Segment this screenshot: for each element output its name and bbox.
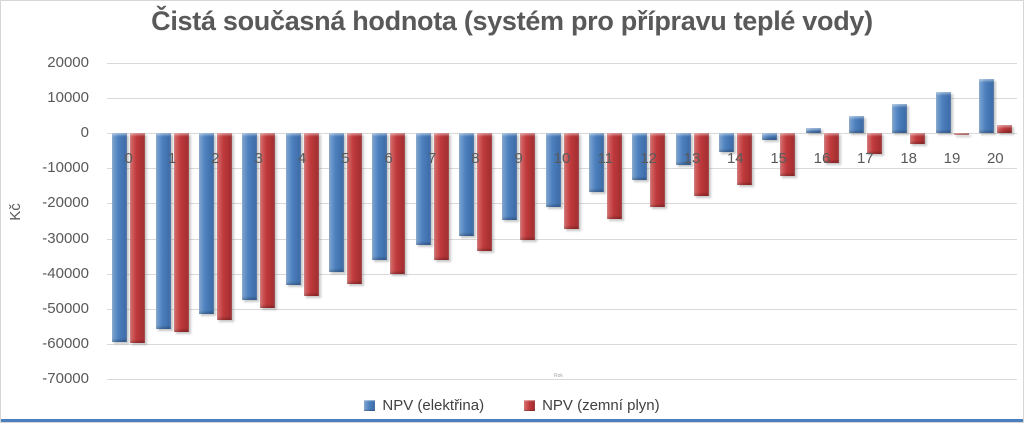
bar-zemni-plyn-year-6 xyxy=(390,132,406,275)
bar-elektrina-year-19 xyxy=(935,92,951,133)
x-tick-label-6: 6 xyxy=(384,150,393,167)
y-tick-label--20000: -20000 xyxy=(42,194,89,212)
x-tick-label-13: 13 xyxy=(683,150,701,167)
bar-elektrina-year-1 xyxy=(155,132,171,329)
bar-zemni-plyn-year-17 xyxy=(866,132,882,154)
bar-elektrina-year-10 xyxy=(545,132,561,208)
x-tick-label-11: 11 xyxy=(597,150,614,167)
x-tick-label-5: 5 xyxy=(341,150,350,167)
legend-label-elektrina: NPV (elektřina) xyxy=(382,397,485,414)
bar-zemni-plyn-year-16 xyxy=(823,132,839,164)
bar-zemni-plyn-year-13 xyxy=(693,132,709,196)
bar-zemni-plyn-year-20 xyxy=(996,124,1012,133)
y-tick-label-20000: 20000 xyxy=(47,53,89,71)
gridline--50000 xyxy=(107,308,1017,310)
bar-elektrina-year-14 xyxy=(718,132,734,153)
x-tick-label-16: 16 xyxy=(813,150,831,167)
bar-zemni-plyn-year-4 xyxy=(303,132,319,296)
bar-zemni-plyn-year-14 xyxy=(736,132,752,185)
bar-elektrina-year-4 xyxy=(285,132,301,285)
bar-elektrina-year-8 xyxy=(458,132,474,236)
bar-zemni-plyn-year-11 xyxy=(606,132,622,219)
legend-label-zemni-plyn: NPV (zemní plyn) xyxy=(542,397,660,414)
legend-item-elektrina: NPV (elektřina) xyxy=(364,397,484,414)
x-tick-label-3: 3 xyxy=(254,150,263,167)
bar-elektrina-year-12 xyxy=(632,132,648,181)
gridline--40000 xyxy=(107,273,1017,275)
gridline-0 xyxy=(107,132,1017,134)
y-tick-label--10000: -10000 xyxy=(42,159,89,177)
bar-zemni-plyn-year-5 xyxy=(346,132,362,284)
gridline--70000 xyxy=(107,379,1017,381)
gridline--20000 xyxy=(107,203,1017,205)
bar-zemni-plyn-year-3 xyxy=(260,132,276,309)
bar-elektrina-year-15 xyxy=(762,132,778,140)
x-tick-label-2: 2 xyxy=(211,150,220,167)
x-tick-label-19: 19 xyxy=(943,150,961,167)
x-tick-label-14: 14 xyxy=(726,150,744,167)
gridline--30000 xyxy=(107,238,1017,240)
bar-elektrina-year-11 xyxy=(588,132,604,193)
window-bottom-edge xyxy=(1,419,1023,422)
x-tick-label-9: 9 xyxy=(514,150,523,167)
x-tick-label-0: 0 xyxy=(124,150,133,167)
gridline--60000 xyxy=(107,344,1017,346)
y-tick-label--60000: -60000 xyxy=(42,335,89,353)
legend-swatch-zemni-plyn-icon xyxy=(524,400,536,411)
bar-elektrina-year-9 xyxy=(502,132,518,220)
bar-elektrina-year-17 xyxy=(848,116,864,133)
x-tick-label-10: 10 xyxy=(553,150,571,167)
bar-zemni-plyn-year-2 xyxy=(216,132,232,320)
chart-title: Čistá současná hodnota (systém pro přípr… xyxy=(151,6,873,36)
x-tick-label-17: 17 xyxy=(856,150,874,167)
bar-elektrina-year-0 xyxy=(112,132,128,343)
x-tick-label-7: 7 xyxy=(427,150,437,167)
bar-elektrina-year-7 xyxy=(415,132,431,246)
bar-elektrina-year-13 xyxy=(675,132,691,165)
bar-elektrina-year-16 xyxy=(805,127,821,133)
y-tick-label-0: 0 xyxy=(80,123,89,141)
bar-zemni-plyn-year-18 xyxy=(910,132,926,144)
gridline-10000 xyxy=(107,97,1017,99)
x-tick-label-20: 20 xyxy=(986,150,1004,167)
y-tick-label--30000: -30000 xyxy=(42,229,89,247)
y-tick-label--70000: -70000 xyxy=(42,370,89,388)
legend: NPV (elektřina) NPV (zemní plyn) xyxy=(1,397,1023,414)
bar-elektrina-year-3 xyxy=(242,132,258,301)
legend-item-zemni-plyn: NPV (zemní plyn) xyxy=(524,397,660,414)
x-tick-label-15: 15 xyxy=(770,150,788,167)
x-tick-label-8: 8 xyxy=(471,150,480,167)
x-tick-label-1: 1 xyxy=(167,150,177,167)
bar-zemni-plyn-year-0 xyxy=(130,132,146,344)
x-tick-label-12: 12 xyxy=(640,150,658,167)
y-tick-label-10000: 10000 xyxy=(47,88,89,106)
bar-zemni-plyn-year-19 xyxy=(953,132,969,135)
x-axis-title: Rok xyxy=(554,373,563,379)
bar-zemni-plyn-year-9 xyxy=(520,132,536,241)
x-tick-label-4: 4 xyxy=(297,150,307,167)
bar-elektrina-year-2 xyxy=(198,132,214,315)
bar-elektrina-year-5 xyxy=(328,132,344,273)
bar-zemni-plyn-year-12 xyxy=(650,132,666,208)
gridline-20000 xyxy=(107,62,1017,64)
gridline--10000 xyxy=(107,168,1017,170)
legend-swatch-elektrina-icon xyxy=(364,400,376,411)
x-tick-label-18: 18 xyxy=(900,150,918,167)
bar-zemni-plyn-year-7 xyxy=(433,132,449,260)
bar-zemni-plyn-year-10 xyxy=(563,132,579,230)
bar-zemni-plyn-year-15 xyxy=(780,132,796,177)
y-tick-label--50000: -50000 xyxy=(42,299,89,317)
bar-zemni-plyn-year-8 xyxy=(476,132,492,252)
bar-elektrina-year-6 xyxy=(372,132,388,261)
y-tick-label--40000: -40000 xyxy=(42,264,89,282)
bar-zemni-plyn-year-1 xyxy=(173,132,189,333)
bar-elektrina-year-20 xyxy=(978,79,994,133)
bar-elektrina-year-18 xyxy=(892,103,908,133)
